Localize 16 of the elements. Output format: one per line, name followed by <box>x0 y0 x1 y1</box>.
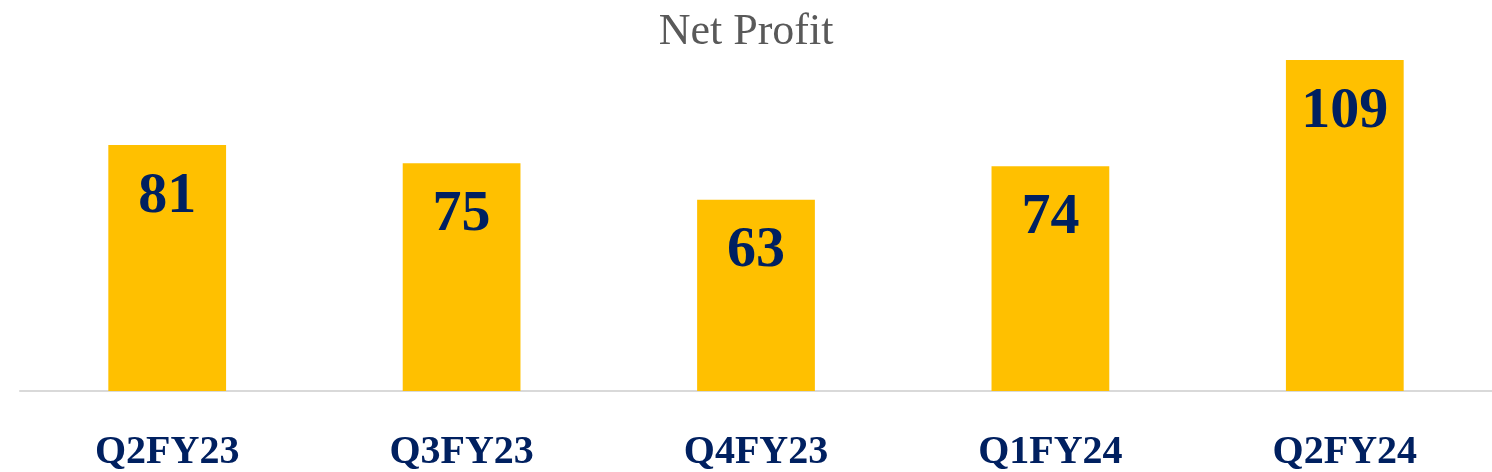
chart-title: Net Profit <box>658 4 834 54</box>
x-tick-label: Q2FY24 <box>1272 426 1418 472</box>
data-label: 81 <box>138 159 197 225</box>
bar <box>697 199 815 391</box>
data-label: 63 <box>727 214 785 280</box>
data-label: 74 <box>1021 180 1080 246</box>
x-tick-label: Q1FY24 <box>978 426 1123 472</box>
bar <box>991 166 1110 391</box>
x-tick-label: Q4FY23 <box>683 426 829 472</box>
data-label: 109 <box>1301 74 1389 140</box>
bar <box>402 163 521 391</box>
x-tick-label: Q3FY23 <box>389 426 534 472</box>
x-tick-label: Q2FY23 <box>94 426 240 472</box>
bar <box>1285 60 1404 391</box>
bar <box>108 145 227 391</box>
data-label: 75 <box>432 177 491 243</box>
